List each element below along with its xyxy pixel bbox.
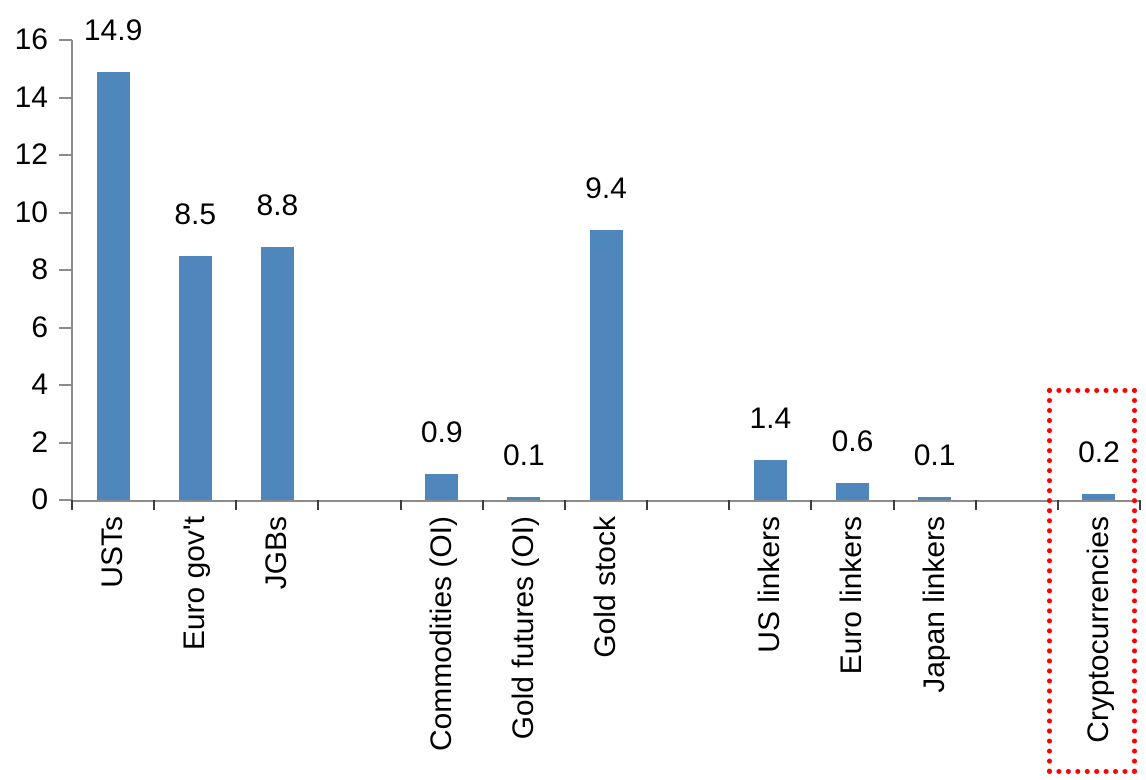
y-axis-tick <box>59 96 72 99</box>
y-axis-tick <box>59 499 72 501</box>
bar-cryptocurrencies <box>1082 494 1116 500</box>
y-axis-tick-label: 14 <box>14 80 48 114</box>
bar-japan-linkers <box>918 497 952 500</box>
y-axis-tick <box>59 384 72 386</box>
bar-us-linkers <box>753 459 787 500</box>
data-label-euro-gov-t: 8.5 <box>174 197 217 231</box>
y-axis-tick <box>59 269 72 271</box>
x-axis-tick <box>317 500 320 510</box>
data-label-usts: 14.9 <box>83 13 143 47</box>
x-axis-tick <box>71 500 73 510</box>
category-label-usts: USTs <box>96 516 130 588</box>
category-label-euro-gov-t: Euro gov't <box>178 516 212 651</box>
y-axis-tick-label: 12 <box>14 138 48 171</box>
y-axis-tick-label: 0 <box>31 483 48 516</box>
data-label-us-linkers: 1.4 <box>749 401 792 435</box>
x-axis-tick <box>810 500 813 510</box>
y-axis-line <box>71 40 73 510</box>
data-label-cryptocurrencies: 0.2 <box>1078 436 1120 470</box>
data-label-japan-linkers: 0.1 <box>913 439 956 473</box>
x-axis-tick <box>1139 500 1141 510</box>
category-label-commodities-oi: Commodities (OI) <box>424 516 458 752</box>
x-axis-tick <box>892 500 895 510</box>
y-axis-tick <box>59 326 72 329</box>
x-axis-line <box>71 500 1141 502</box>
y-axis-tick-label: 16 <box>14 23 48 56</box>
x-axis-tick <box>646 500 649 510</box>
bar-usts <box>96 71 130 500</box>
data-label-jgbs: 8.8 <box>256 189 299 222</box>
bar-euro-gov-t <box>178 255 212 500</box>
highlight-box <box>1047 388 1137 774</box>
data-label-commodities-oi: 0.9 <box>420 416 463 450</box>
x-axis-tick <box>563 500 566 510</box>
bar-gold-futures-oi <box>507 497 541 500</box>
bar-jgbs <box>260 247 294 500</box>
category-label-jgbs: JGBs <box>260 516 294 590</box>
category-label-euro-linkers: Euro linkers <box>835 516 869 675</box>
y-axis-tick <box>59 154 72 156</box>
y-axis-tick-label: 6 <box>31 310 48 344</box>
category-label-gold-stock: Gold stock <box>589 516 622 658</box>
y-axis-tick-label: 8 <box>31 253 48 286</box>
x-axis-tick <box>1056 500 1059 510</box>
y-axis-tick-label: 2 <box>31 425 48 459</box>
y-axis-tick <box>59 211 72 214</box>
x-axis-tick <box>235 500 238 510</box>
x-axis-tick <box>153 500 156 510</box>
x-axis-tick <box>481 500 484 510</box>
y-axis-tick <box>59 441 72 444</box>
bar-euro-linkers <box>835 482 869 500</box>
bar-commodities-oi <box>425 474 459 500</box>
data-label-gold-stock: 9.4 <box>585 171 627 205</box>
bar-gold-stock <box>589 229 623 500</box>
y-axis-tick <box>59 39 72 41</box>
category-label-japan-linkers: Japan linkers <box>917 516 951 693</box>
category-label-us-linkers: US linkers <box>753 516 787 653</box>
x-axis-tick <box>399 500 402 510</box>
y-axis-tick-label: 4 <box>31 368 48 401</box>
y-axis-tick-label: 10 <box>14 195 48 229</box>
x-axis-tick <box>974 500 977 510</box>
data-label-euro-linkers: 0.6 <box>831 424 874 458</box>
data-label-gold-futures-oi: 0.1 <box>502 439 545 473</box>
category-label-gold-futures-oi: Gold futures (OI) <box>506 516 540 740</box>
x-axis-tick <box>728 500 731 510</box>
